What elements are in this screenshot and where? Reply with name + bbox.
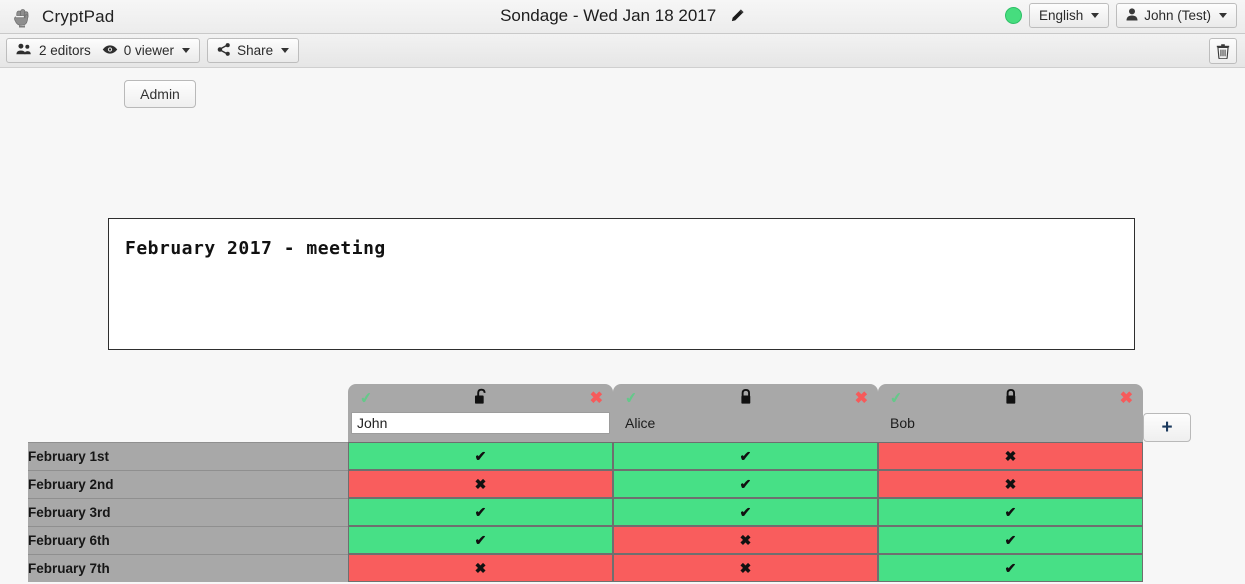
connection-status-dot — [1004, 7, 1022, 24]
chevron-down-icon — [1219, 13, 1227, 18]
admin-button[interactable]: Admin — [124, 80, 196, 108]
poll-row-label: February 7th — [28, 554, 348, 582]
language-label: English — [1038, 8, 1084, 23]
table-row: February 2nd ✖ ✔ ✖ — [28, 470, 1199, 498]
viewers-count-label: 0 viewer — [123, 43, 175, 58]
user-icon — [1126, 7, 1138, 24]
header-right-controls: English John (Test) — [1004, 3, 1237, 28]
user-label: John (Test) — [1144, 8, 1211, 23]
lock-icon[interactable] — [1004, 388, 1019, 410]
poll-corner-cell — [28, 384, 348, 442]
vote-cell[interactable]: ✖ — [613, 526, 878, 554]
add-column-button[interactable]: + — [1143, 413, 1191, 442]
poll-column-header-bob: ✔ ✖ Bob — [878, 384, 1143, 442]
poll-column-header-alice: ✔ ✖ Alice — [613, 384, 878, 442]
eye-icon — [102, 43, 118, 58]
column-name-label-bob: Bob — [890, 415, 915, 431]
poll-row-label: February 2nd — [28, 470, 348, 498]
table-row: February 3rd ✔ ✔ ✔ — [28, 498, 1199, 526]
vote-cell[interactable]: ✔ — [878, 498, 1143, 526]
poll-column-header-john: ✔ ✖ — [348, 384, 613, 442]
vote-cell[interactable]: ✖ — [878, 470, 1143, 498]
chevron-down-icon — [1091, 13, 1100, 18]
poll-row-label: February 1st — [28, 442, 348, 470]
column-name-label-alice: Alice — [625, 415, 656, 431]
table-row: February 7th ✖ ✖ ✔ — [28, 554, 1199, 582]
table-row: February 1st ✔ ✔ ✖ — [28, 442, 1199, 470]
check-icon[interactable]: ✔ — [888, 389, 904, 408]
vote-cell[interactable]: ✔ — [613, 442, 878, 470]
vote-cell[interactable]: ✖ — [878, 442, 1143, 470]
vote-cell[interactable]: ✖ — [348, 554, 613, 582]
admin-row: Admin — [0, 68, 1245, 108]
secondary-toolbar: 2 editors 0 viewer Share — [0, 34, 1245, 68]
document-title-text: Sondage - Wed Jan 18 2017 — [500, 5, 717, 25]
vote-cell[interactable]: ✔ — [878, 526, 1143, 554]
row-spacer — [1143, 498, 1199, 526]
vote-cell[interactable]: ✔ — [613, 498, 878, 526]
user-menu-button[interactable]: John (Test) — [1116, 3, 1237, 28]
editors-count-label: 2 editors — [39, 43, 91, 58]
vote-cell[interactable]: ✔ — [613, 470, 878, 498]
poll-header-row: ✔ ✖ — [28, 384, 1199, 442]
row-spacer — [1143, 470, 1199, 498]
row-spacer — [1143, 526, 1199, 554]
brand: CryptPad — [0, 5, 114, 29]
vote-cell[interactable]: ✔ — [878, 554, 1143, 582]
share-nodes-icon — [217, 42, 231, 59]
poll-row-label: February 6th — [28, 526, 348, 554]
unlock-icon[interactable] — [474, 388, 489, 410]
pencil-icon[interactable] — [730, 8, 745, 28]
close-icon[interactable]: ✖ — [854, 389, 868, 407]
check-icon[interactable]: ✔ — [623, 389, 639, 408]
trash-icon[interactable] — [1209, 38, 1237, 64]
add-column-cell: + — [1143, 384, 1199, 442]
brand-name: CryptPad — [42, 6, 115, 26]
vote-cell[interactable]: ✔ — [348, 498, 613, 526]
top-header-bar: CryptPad Sondage - Wed Jan 18 2017 Engli… — [0, 0, 1245, 34]
vote-cell[interactable]: ✔ — [348, 442, 613, 470]
language-selector[interactable]: English — [1028, 3, 1110, 28]
share-button[interactable]: Share — [207, 38, 300, 63]
chevron-down-icon — [182, 48, 191, 53]
poll-description-textarea[interactable]: February 2017 - meeting — [108, 218, 1135, 350]
poll-table-wrapper: ✔ ✖ — [28, 384, 1199, 582]
share-label: Share — [237, 43, 274, 58]
users-icon — [16, 43, 33, 58]
toolbar-right-group — [1209, 38, 1237, 64]
chevron-down-icon — [281, 48, 290, 53]
vote-cell[interactable]: ✔ — [348, 526, 613, 554]
column-name-input-john[interactable] — [351, 412, 610, 434]
presence-button[interactable]: 2 editors 0 viewer — [6, 38, 201, 63]
row-spacer — [1143, 442, 1199, 470]
close-icon[interactable]: ✖ — [589, 389, 603, 407]
cryptpad-fist-logo-icon — [10, 5, 34, 29]
vote-cell[interactable]: ✖ — [613, 554, 878, 582]
close-icon[interactable]: ✖ — [1119, 389, 1133, 407]
table-row: February 6th ✔ ✖ ✔ — [28, 526, 1199, 554]
lock-icon[interactable] — [739, 388, 754, 410]
vote-cell[interactable]: ✖ — [348, 470, 613, 498]
plus-icon: + — [1161, 417, 1173, 438]
poll-content-area: Admin February 2017 - meeting ✔ — [0, 68, 1245, 584]
poll-row-label: February 3rd — [28, 498, 348, 526]
check-icon[interactable]: ✔ — [358, 389, 374, 408]
poll-table: ✔ ✖ — [28, 384, 1199, 582]
row-spacer — [1143, 554, 1199, 582]
